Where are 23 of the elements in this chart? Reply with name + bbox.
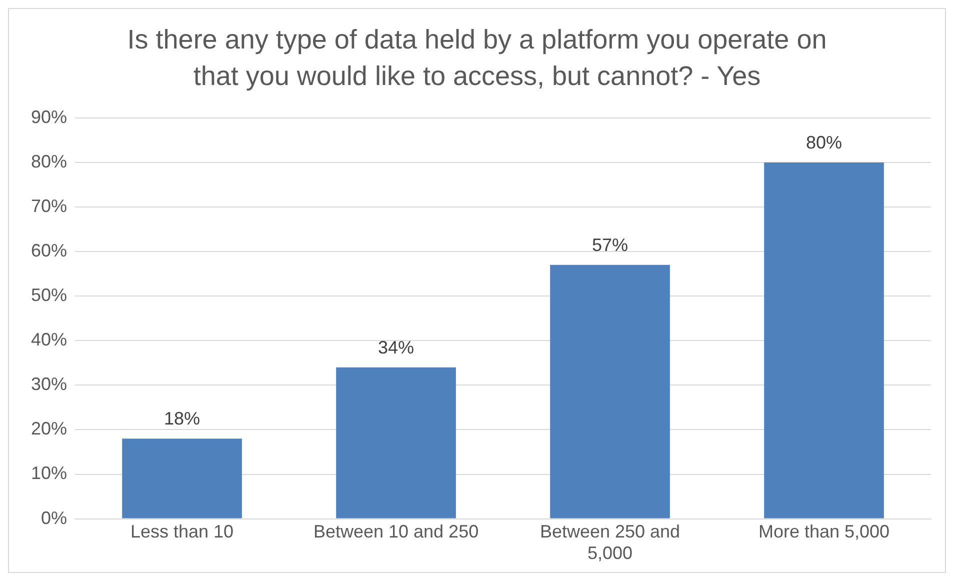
data-label: 18%	[164, 408, 200, 429]
x-tick-label: Between 250 and 5,000	[540, 522, 680, 564]
bar	[550, 264, 670, 518]
y-tick-label: 10%	[30, 463, 68, 484]
bar	[122, 438, 242, 518]
x-tick-label: More than 5,000	[758, 522, 890, 542]
bar	[336, 367, 456, 518]
y-tick-label: 40%	[30, 330, 68, 350]
y-tick-label: 30%	[30, 374, 68, 394]
y-tick-label: 50%	[30, 285, 68, 306]
data-label: 34%	[378, 337, 414, 358]
y-tick-label: 80%	[30, 151, 68, 172]
y-tick-label: 90%	[30, 106, 68, 127]
x-tick-label: Between 10 and 250	[313, 522, 479, 542]
chart-title: Is there any type of data held by a platform you operate on that you would like to access, but cannot? - Yes	[127, 24, 827, 92]
y-tick-label: 60%	[30, 240, 68, 260]
y-tick-label: 0%	[41, 508, 68, 528]
data-label: 57%	[592, 234, 628, 255]
bar	[764, 162, 884, 518]
x-tick-label: Less than 10	[130, 522, 234, 542]
y-tick-label: 20%	[30, 418, 68, 439]
data-label: 80%	[806, 132, 842, 152]
y-tick-label: 70%	[30, 196, 68, 216]
